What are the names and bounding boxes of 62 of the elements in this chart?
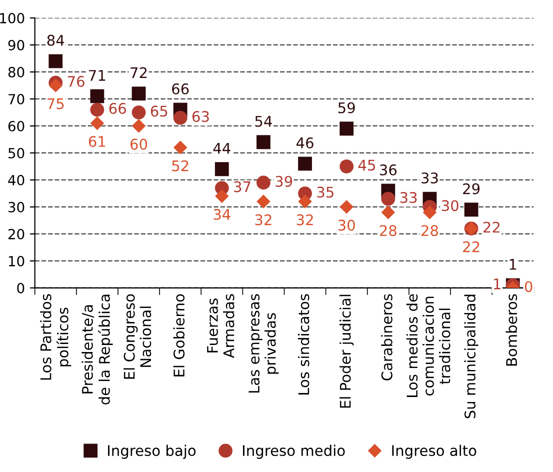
data-label: 61: [88, 136, 106, 148]
data-label: 32: [296, 214, 313, 226]
data-label: 28: [422, 225, 438, 236]
data-label: 34: [214, 208, 230, 220]
y-tick-label: 40: [8, 174, 24, 186]
data-label: 84: [47, 34, 64, 46]
data-label: 35: [317, 186, 334, 198]
data-label: 54: [255, 116, 272, 127]
y-tick-label: 70: [8, 94, 24, 104]
data-label: 59: [338, 102, 355, 114]
data-label: 46: [296, 137, 314, 148]
x-tick-label: El Congreso Nacional: [124, 294, 152, 379]
data-label: 1: [494, 278, 500, 290]
data-label: 33: [422, 172, 438, 184]
data-label: 71: [89, 70, 106, 81]
x-tick-label: Fuerzas Armadas: [207, 294, 234, 358]
data-label: 66: [109, 102, 126, 114]
y-tick-label: 100: [0, 12, 24, 24]
legend-label: Ingreso bajo: [108, 444, 196, 459]
data-label: 29: [463, 183, 480, 194]
y-tick-label: 80: [8, 66, 24, 78]
data-label: 75: [48, 98, 64, 110]
data-label: 36: [380, 164, 397, 176]
x-tick-label: Las empresas privadas: [248, 294, 279, 393]
x-tick-label: Los Partidos políticos: [40, 294, 72, 380]
data-label: 22: [463, 241, 480, 252]
data-label: 28: [380, 225, 396, 236]
legend-label: Ingreso alto: [392, 444, 476, 459]
data-label: 33: [400, 192, 417, 204]
data-label: 30: [442, 200, 458, 212]
data-label: 60: [130, 138, 148, 150]
x-tick-label: El Poder judicial: [340, 294, 354, 408]
data-label: 52: [172, 160, 188, 172]
y-tick-label: 60: [8, 120, 24, 132]
x-tick-label: Presidente/a de la República: [82, 294, 113, 404]
data-label: 1: [510, 259, 516, 270]
data-label: 37: [234, 181, 250, 192]
data-label: 76: [68, 76, 84, 87]
y-tick-label: 30: [8, 202, 24, 212]
x-tick-label: Los medios de comunicacion tradicional: [406, 294, 450, 397]
data-label: 30: [338, 220, 355, 231]
data-label: 44: [213, 142, 230, 154]
y-tick-label: 20: [8, 228, 24, 240]
data-label: 45: [358, 160, 375, 171]
x-tick-label: Su municipalidad: [464, 294, 478, 418]
x-tick-label: El Gobierno: [173, 294, 185, 376]
y-tick-label: 0: [17, 282, 24, 294]
x-tick-label: Carabineros: [381, 294, 392, 380]
data-label: 66: [172, 83, 189, 94]
y-tick-label: 90: [8, 40, 24, 50]
x-tick-label: Los sindicatos: [298, 294, 310, 394]
data-label: 0: [524, 281, 532, 292]
data-label: 72: [130, 67, 147, 78]
data-label: 39: [276, 176, 292, 187]
y-tick-label: 50: [8, 148, 24, 158]
data-label: 65: [150, 106, 168, 117]
data-label: 63: [192, 111, 209, 122]
x-tick-label: Bomberos: [506, 294, 518, 366]
legend-label: Ingreso medio: [243, 444, 345, 459]
data-label: 22: [483, 222, 500, 233]
data-label: 32: [255, 214, 272, 226]
y-tick-label: 10: [8, 256, 24, 266]
